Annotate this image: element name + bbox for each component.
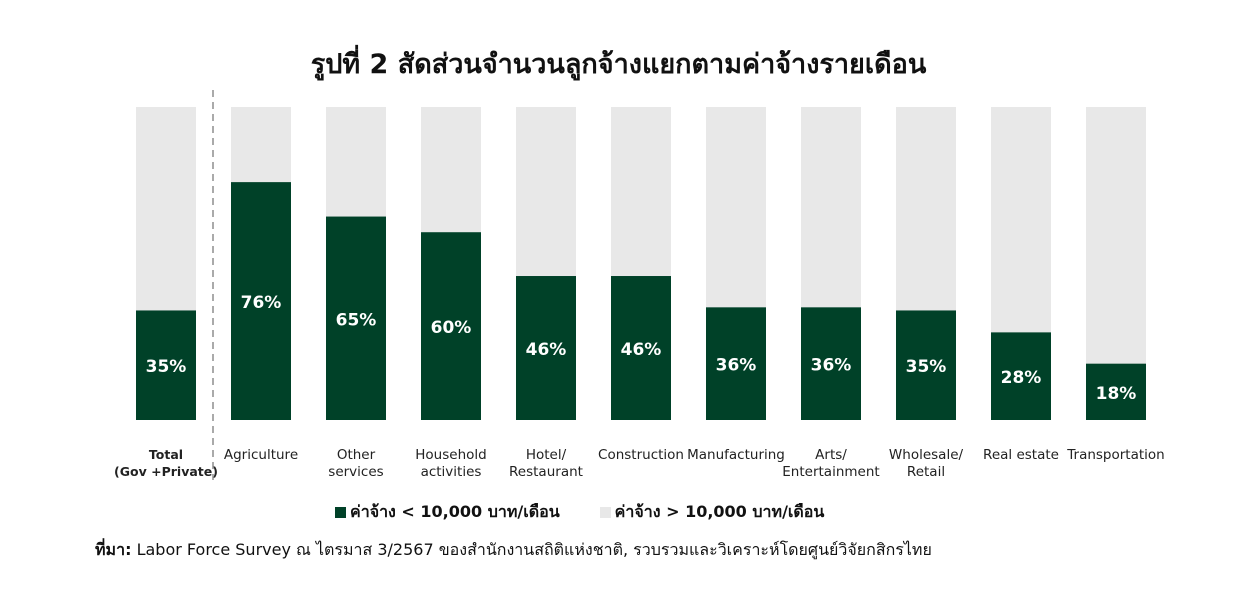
bar-segment-low xyxy=(421,232,481,420)
bar-segment-low xyxy=(516,276,576,420)
chart-title: รูปที่ 2 สัดส่วนจำนวนลูกจ้างแยกตามค่าจ้า… xyxy=(310,49,927,80)
category-label: services xyxy=(328,464,383,480)
data-label: 76% xyxy=(241,293,282,313)
data-label: 60% xyxy=(431,318,472,338)
data-label: 35% xyxy=(146,357,187,377)
legend-label-high: ค่าจ้าง > 10,000 บาท/เดือน xyxy=(614,502,825,521)
bar-segment-low xyxy=(231,182,291,420)
bar-segment-low xyxy=(611,276,671,420)
bar-segment-high xyxy=(326,107,386,217)
bar-segment-low xyxy=(801,307,861,420)
category-label: Hotel/ xyxy=(526,447,567,463)
legend-item-low: ค่าจ้าง < 10,000 บาท/เดือน xyxy=(335,500,560,525)
category-label: Wholesale/ xyxy=(889,447,964,463)
data-label: 35% xyxy=(906,357,947,377)
category-label: Transportation xyxy=(1066,447,1164,463)
bar-segment-high xyxy=(516,107,576,277)
source-text: Labor Force Survey ณ ไตรมาส 3/2567 ของสำ… xyxy=(131,540,932,559)
category-label: Household xyxy=(415,447,486,463)
category-label: Arts/ xyxy=(815,447,847,463)
category-label: Retail xyxy=(907,464,945,480)
category-label: Construction xyxy=(598,447,684,463)
category-label: activities xyxy=(421,464,482,480)
data-label: 65% xyxy=(336,310,377,330)
category-label: Real estate xyxy=(983,447,1059,463)
category-label: (Gov +Private) xyxy=(114,464,218,479)
data-label: 28% xyxy=(1001,368,1042,388)
bar-segment-high xyxy=(611,107,671,277)
data-label: 46% xyxy=(621,340,662,360)
category-label: Other xyxy=(337,447,376,463)
bar-segment-high xyxy=(136,107,196,311)
source-note: ที่มา: Labor Force Survey ณ ไตรมาส 3/256… xyxy=(95,538,932,563)
bar-segment-low xyxy=(1086,363,1146,420)
legend-label-low: ค่าจ้าง < 10,000 บาท/เดือน xyxy=(350,502,560,521)
legend-item-high: ค่าจ้าง > 10,000 บาท/เดือน xyxy=(599,500,825,525)
category-label: Manufacturing xyxy=(687,447,785,463)
legend-swatch-low xyxy=(335,507,346,518)
category-label: Agriculture xyxy=(224,447,298,463)
bar-segment-low xyxy=(896,310,956,420)
data-label: 36% xyxy=(811,356,852,376)
bar-segment-high xyxy=(1086,107,1146,364)
bar-segment-low xyxy=(326,216,386,420)
bar-segment-high xyxy=(801,107,861,308)
data-label: 46% xyxy=(526,340,567,360)
category-label: Restaurant xyxy=(509,464,583,480)
bar-segment-high xyxy=(896,107,956,311)
bar-segment-low xyxy=(136,310,196,420)
category-label: Total xyxy=(149,447,183,462)
category-label: Entertainment xyxy=(782,464,879,480)
legend-swatch-high xyxy=(599,507,611,518)
bar-segment-low xyxy=(706,307,766,420)
bar-segment-high xyxy=(706,107,766,308)
bar-segment-high xyxy=(421,107,481,233)
data-label: 18% xyxy=(1096,384,1137,404)
legend: ค่าจ้าง < 10,000 บาท/เดือน ค่าจ้าง > 10,… xyxy=(335,500,864,525)
source-label: ที่มา: xyxy=(95,540,132,559)
bar-segment-low xyxy=(991,332,1051,420)
bar-segment-high xyxy=(991,107,1051,333)
bar-segment-high xyxy=(231,107,291,183)
data-label: 36% xyxy=(716,356,757,376)
